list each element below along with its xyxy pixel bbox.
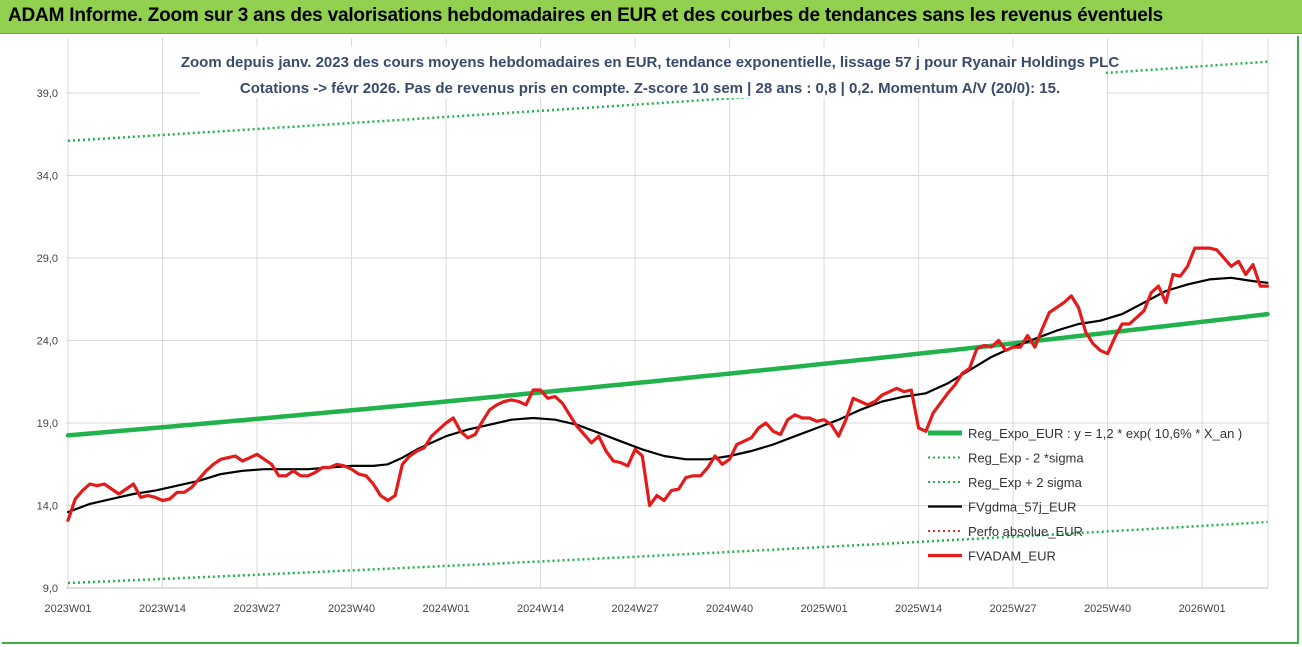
legend-item: Reg_Exp - 2 *sigma	[928, 451, 1084, 466]
chart-frame	[2, 36, 1299, 644]
x-tick-label: 2023W40	[328, 603, 375, 615]
y-tick-label: 19,0	[37, 418, 58, 430]
x-tick-label: 2023W14	[139, 603, 186, 615]
x-axis-ticks: 2023W01 2023W14 2023W27 2023W40 2024W01 2024W…	[44, 603, 1225, 615]
x-tick-label: 2025W01	[801, 603, 848, 615]
legend-label: FVADAM_EUR	[968, 549, 1056, 564]
fvadam-line	[66, 246, 1270, 522]
x-tick-label: 2024W27	[612, 603, 659, 615]
lower-band-line	[67, 520, 1268, 585]
legend-label: Reg_Exp + 2 sigma	[968, 475, 1083, 490]
chart-title-line1: Zoom depuis janv. 2023 des cours moyens …	[181, 54, 1119, 71]
y-tick-label: 24,0	[37, 336, 58, 348]
x-tick-label: 2025W14	[895, 603, 942, 615]
legend-label: FVgdma_57j_EUR	[968, 500, 1076, 515]
legend-item: Perfo absolue_EUR	[928, 524, 1083, 539]
grid-lines	[66, 38, 1269, 589]
x-tick-label: 2026W01	[1179, 603, 1226, 615]
series-layer	[65, 60, 1270, 585]
y-tick-label: 39,0	[37, 88, 58, 100]
report-banner: ADAM Informe. Zoom sur 3 ans des valoris…	[0, 0, 1302, 34]
x-tick-label: 2023W01	[44, 603, 91, 615]
legend-item: Reg_Expo_EUR : y = 1,2 * exp( 10,6% * X_…	[928, 426, 1242, 441]
legend-label: Reg_Expo_EUR : y = 1,2 * exp( 10,6% * X_…	[968, 426, 1242, 441]
chart-title-line2: Cotations -> févr 2026. Pas de revenus p…	[240, 80, 1060, 97]
x-tick-label: 2024W01	[422, 603, 469, 615]
y-tick-label: 14,0	[37, 501, 58, 513]
x-tick-label: 2023W27	[233, 603, 280, 615]
x-tick-label: 2025W40	[1084, 603, 1131, 615]
chart-legend: Reg_Expo_EUR : y = 1,2 * exp( 10,6% * X_…	[928, 426, 1242, 564]
legend-item: FVADAM_EUR	[928, 549, 1056, 564]
y-axis-ticks: 9,0 14,0 19,0 24,0 29,0 34,0 39,0	[37, 88, 58, 595]
fvgdma-line	[66, 276, 1269, 514]
x-tick-label: 2024W14	[517, 603, 564, 615]
x-tick-label: 2024W40	[706, 603, 753, 615]
title-background	[200, 47, 1106, 98]
x-tick-label: 2025W27	[990, 603, 1037, 615]
legend-label: Perfo absolue_EUR	[968, 524, 1083, 539]
trend-line	[65, 311, 1270, 438]
legend-label: Reg_Exp - 2 *sigma	[968, 451, 1084, 466]
y-tick-label: 9,0	[43, 583, 58, 595]
report-title: ADAM Informe. Zoom sur 3 ans des valoris…	[8, 5, 1164, 26]
legend-item: Reg_Exp + 2 sigma	[928, 475, 1083, 490]
y-tick-label: 29,0	[37, 253, 58, 265]
legend-item: FVgdma_57j_EUR	[928, 500, 1076, 515]
y-tick-label: 34,0	[37, 171, 58, 183]
